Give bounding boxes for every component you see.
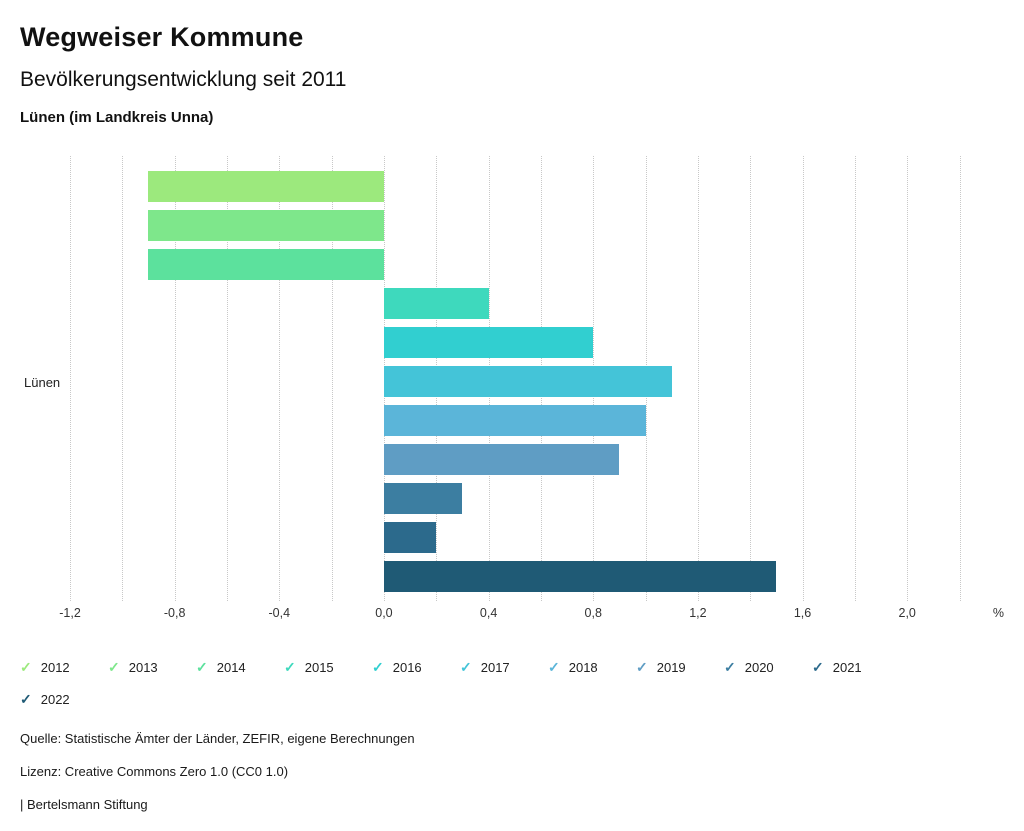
x-axis-unit-label: % bbox=[992, 606, 1004, 620]
legend-item-label: 2022 bbox=[40, 691, 70, 707]
footer: Quelle: Statistische Ämter der Länder, Z… bbox=[20, 731, 1004, 812]
x-axis-tick-label: 1,6 bbox=[793, 606, 812, 620]
check-icon: ✓ bbox=[548, 659, 560, 675]
x-axis-tick-label: 0,8 bbox=[584, 606, 602, 620]
x-axis-tick-label: 1,2 bbox=[689, 606, 707, 620]
bar-2019[interactable] bbox=[383, 444, 620, 475]
gridline bbox=[697, 156, 699, 601]
legend-item-2022[interactable]: ✓ 2022 bbox=[20, 689, 108, 709]
legend-item-2020[interactable]: ✓ 2020 bbox=[724, 657, 812, 677]
legend-item-label: 2016 bbox=[392, 659, 422, 675]
legend-item-label: 2014 bbox=[216, 659, 246, 675]
gridline bbox=[70, 156, 71, 601]
chart-title: Bevölkerungsentwicklung seit 2011 bbox=[20, 68, 347, 91]
bar-2022[interactable] bbox=[383, 561, 777, 592]
gridline bbox=[226, 156, 228, 601]
gridline bbox=[331, 156, 333, 601]
gridline bbox=[750, 156, 752, 601]
x-axis-tick-label: 0,4 bbox=[479, 606, 498, 620]
legend-item-label: 2018 bbox=[568, 659, 598, 675]
header: Wegweiser Kommune Bevölkerungsentwicklun… bbox=[0, 0, 1024, 126]
legend: ✓ 2012 ✓ 2013 ✓ 2014 ✓ 2015 ✓ 2016 ✓ 2017 ✓ 2018 ✓ 2019… bbox=[20, 657, 1004, 709]
legend-item-2014[interactable]: ✓ 2014 bbox=[196, 657, 284, 677]
legend-item-2017[interactable]: ✓ 2017 bbox=[460, 657, 548, 677]
x-axis-tick-label: -0,8 bbox=[163, 606, 186, 620]
legend-item-2018[interactable]: ✓ 2018 bbox=[548, 657, 636, 677]
gridline bbox=[854, 156, 856, 601]
x-axis-tick-label: -0,4 bbox=[268, 606, 291, 620]
source-text: Quelle: Statistische Ämter der Länder, Z… bbox=[20, 731, 415, 746]
check-icon: ✓ bbox=[196, 659, 208, 675]
check-icon: ✓ bbox=[812, 659, 824, 675]
wegweiser-kommune-page: Wegweiser Kommune Bevölkerungsentwicklun… bbox=[0, 0, 1024, 812]
check-icon: ✓ bbox=[20, 659, 32, 675]
legend-item-2016[interactable]: ✓ 2016 bbox=[372, 657, 460, 677]
gridline bbox=[959, 156, 961, 601]
bar-2020[interactable] bbox=[383, 483, 463, 514]
x-axis-tick-label: 2,0 bbox=[898, 606, 916, 620]
bar-2015[interactable] bbox=[383, 288, 489, 319]
gridline bbox=[279, 156, 281, 601]
legend-item-2021[interactable]: ✓ 2021 bbox=[812, 657, 900, 677]
license-text: Lizenz: Creative Commons Zero 1.0 (CC0 1… bbox=[20, 764, 289, 779]
legend-item-label: 2015 bbox=[304, 659, 334, 675]
bar-2016[interactable] bbox=[383, 327, 594, 358]
check-icon: ✓ bbox=[636, 659, 648, 675]
region-subtitle: Lünen (im Landkreis Unna) bbox=[20, 109, 214, 126]
legend-item-2015[interactable]: ✓ 2015 bbox=[284, 657, 372, 677]
legend-item-label: 2021 bbox=[832, 659, 862, 675]
legend-item-2019[interactable]: ✓ 2019 bbox=[636, 657, 724, 677]
bar-2021[interactable] bbox=[383, 522, 437, 553]
check-icon: ✓ bbox=[108, 659, 120, 675]
gridline bbox=[174, 156, 176, 601]
legend-item-2012[interactable]: ✓ 2012 bbox=[20, 657, 108, 677]
x-axis: % -1,2 -0,8 -0,4 0,0 0,4 0,8 1,2 1,6 2,0 bbox=[59, 606, 1004, 626]
gridline bbox=[122, 156, 124, 601]
y-axis-category-label: Lünen bbox=[24, 375, 61, 390]
check-icon: ✓ bbox=[460, 659, 472, 675]
bar-2012[interactable] bbox=[148, 171, 384, 202]
legend-item-2013[interactable]: ✓ 2013 bbox=[108, 657, 196, 677]
gridline bbox=[802, 156, 804, 601]
bar-2018[interactable] bbox=[383, 405, 646, 436]
x-axis-tick-label: -1,2 bbox=[59, 606, 81, 620]
bar-2014[interactable] bbox=[148, 249, 384, 280]
population-bar-chart: Lünen % -1,2 -0,8 -0,4 0,0 0,4 0,8 1,2 1,6 2,0 bbox=[0, 156, 1024, 631]
legend-item-label: 2020 bbox=[744, 659, 774, 675]
check-icon: ✓ bbox=[724, 659, 736, 675]
page-title: Wegweiser Kommune bbox=[20, 22, 304, 52]
check-icon: ✓ bbox=[372, 659, 384, 675]
legend-item-label: 2019 bbox=[656, 659, 686, 675]
legend-item-label: 2017 bbox=[480, 659, 510, 675]
gridline bbox=[907, 156, 909, 601]
attribution-text: | Bertelsmann Stiftung bbox=[20, 797, 148, 812]
check-icon: ✓ bbox=[20, 691, 32, 707]
x-axis-tick-label: 0,0 bbox=[375, 606, 393, 620]
bar-2017[interactable] bbox=[383, 366, 672, 397]
legend-row-2: ✓ 2022 bbox=[20, 689, 1004, 709]
bar-2013[interactable] bbox=[148, 210, 384, 241]
legend-item-label: 2013 bbox=[128, 659, 158, 675]
legend-item-label: 2012 bbox=[40, 659, 70, 675]
legend-row-1: ✓ 2012 ✓ 2013 ✓ 2014 ✓ 2015 ✓ 2016 ✓ 2017 ✓ 2018 ✓ 2019… bbox=[20, 657, 1004, 677]
check-icon: ✓ bbox=[284, 659, 296, 675]
plot-area bbox=[70, 156, 1004, 601]
